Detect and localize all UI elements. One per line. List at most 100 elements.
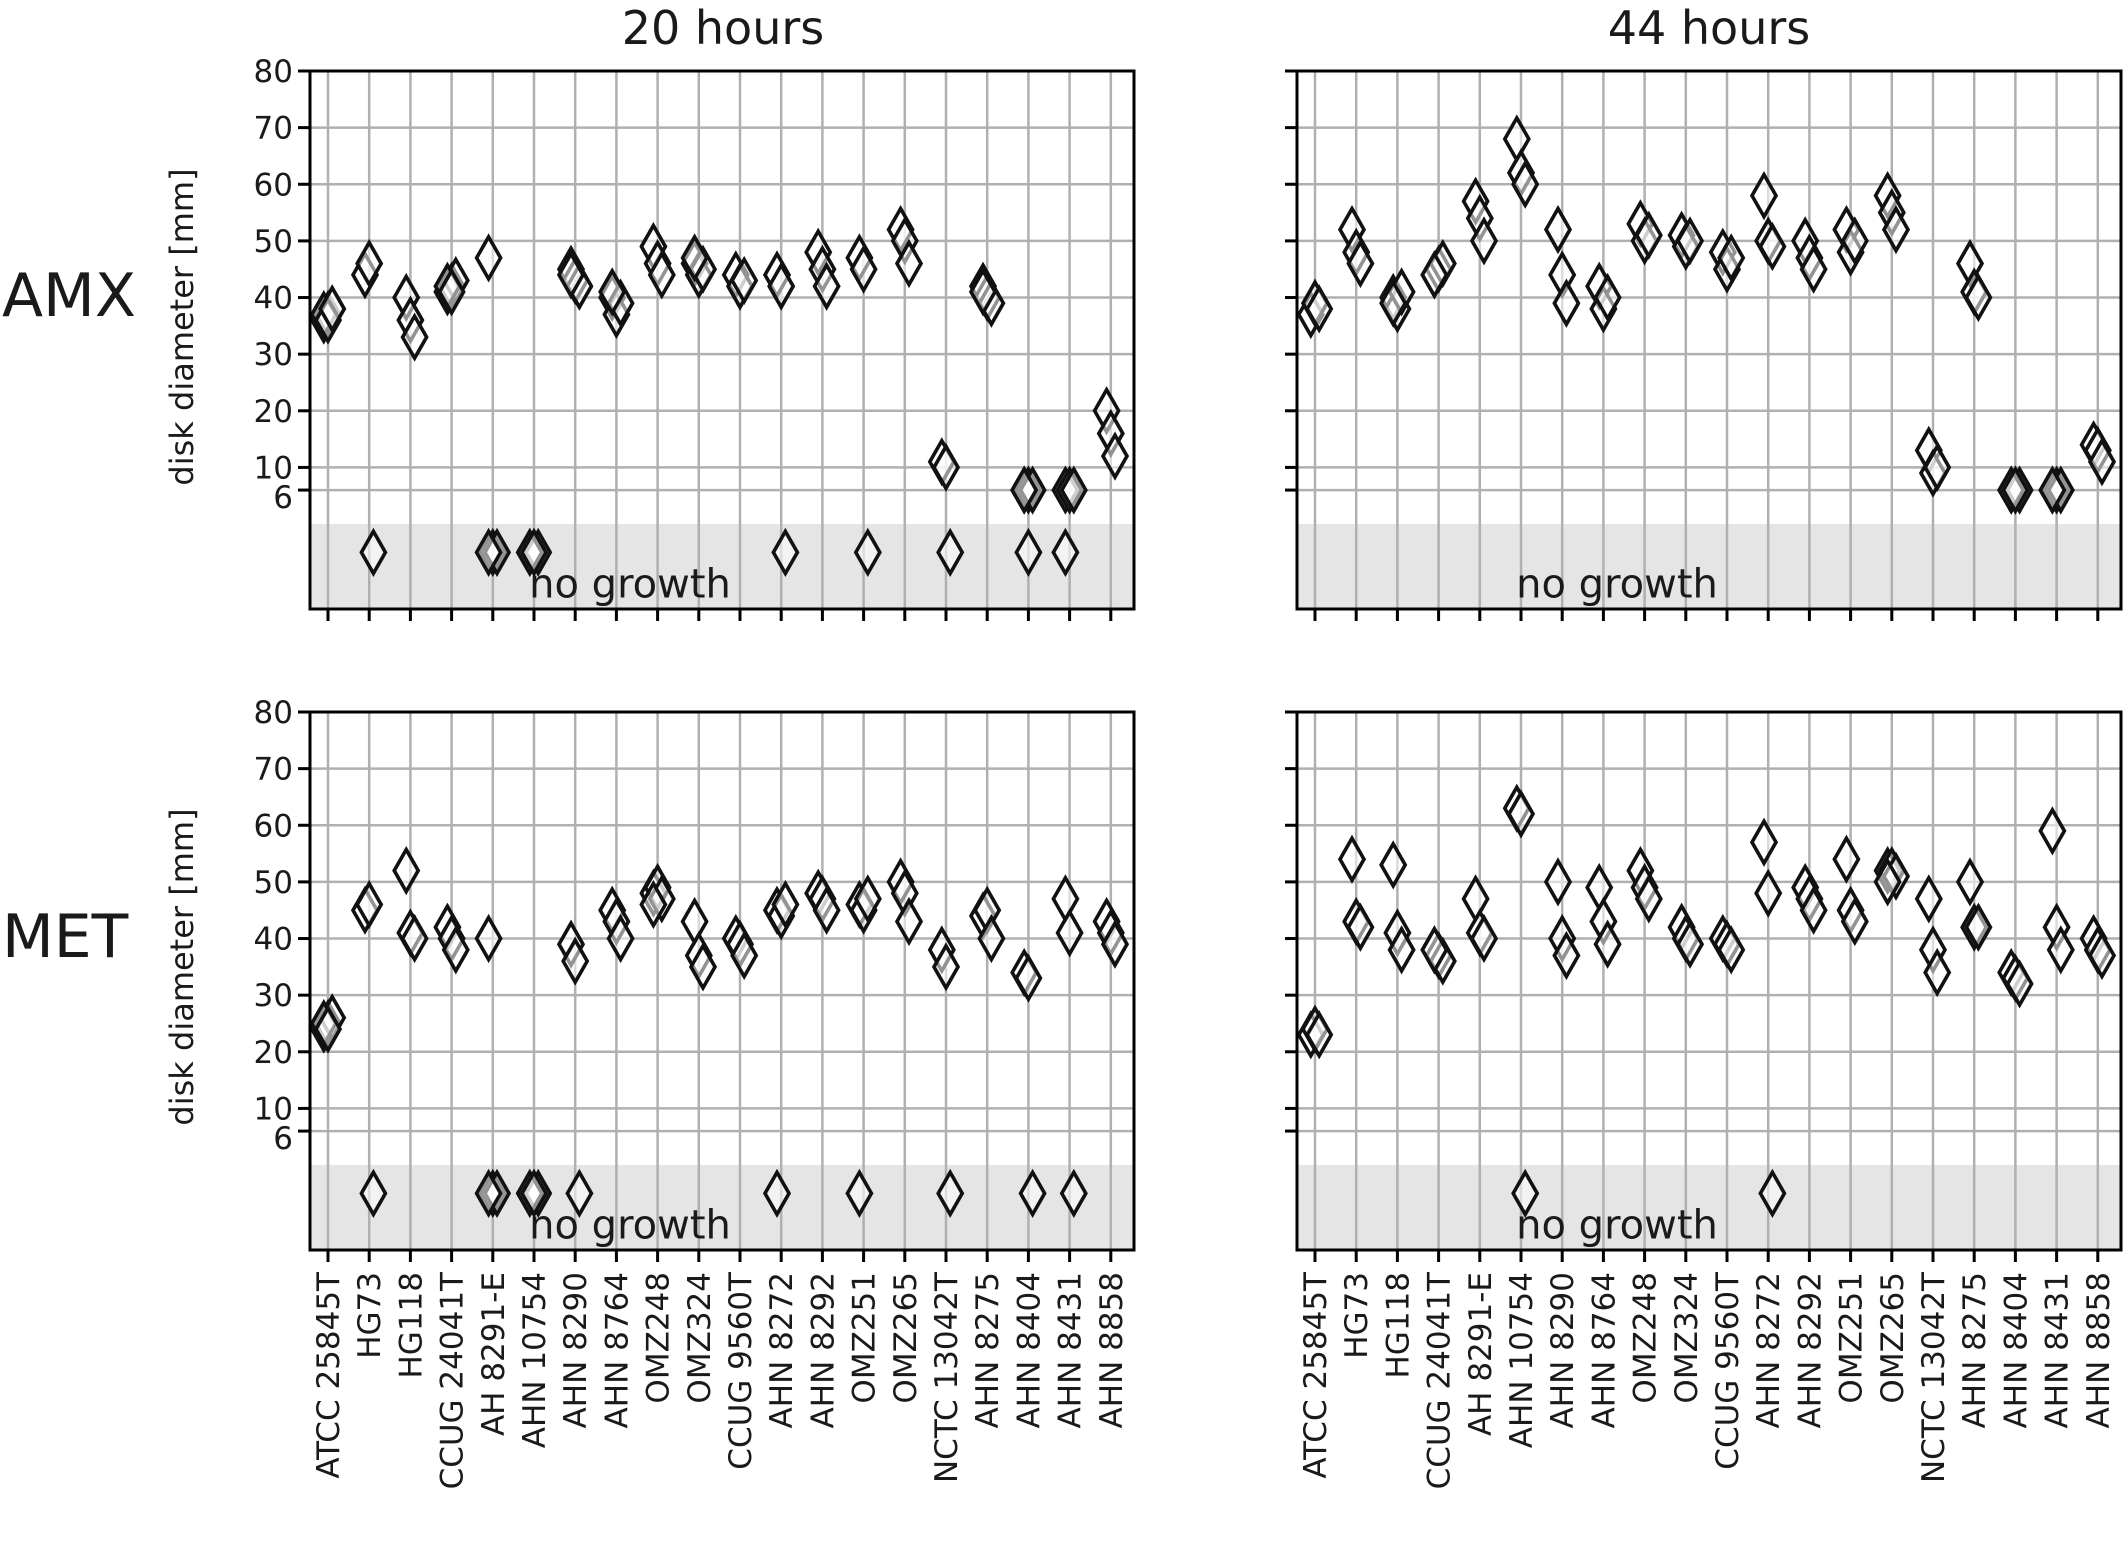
data-point — [1749, 170, 1779, 221]
data-point — [1379, 840, 1408, 890]
data-point — [1461, 874, 1490, 924]
data-point — [474, 233, 503, 283]
row-label-amx: AMX — [2, 261, 136, 331]
y-tick-label: 30 — [254, 978, 293, 1014]
no-growth-label: no growth — [1516, 1203, 1718, 1249]
y-tick-label: 6 — [273, 1121, 293, 1157]
axes-frame — [308, 69, 1136, 611]
data-point — [1346, 902, 1375, 952]
x-tick-label: OMZ248 — [1628, 1272, 1664, 1404]
data-point — [1717, 233, 1746, 283]
x-tick-label: OMZ324 — [1669, 1272, 1705, 1404]
data-point — [1346, 238, 1375, 289]
x-tick-label: AHN 8431 — [1053, 1272, 1089, 1428]
data-point — [1543, 857, 1573, 907]
data-point — [1014, 527, 1043, 577]
x-tick-label: NCTC 13042T — [1916, 1271, 1952, 1483]
data-point — [313, 1004, 343, 1054]
data-point — [1337, 834, 1367, 884]
x-tick-label: AHN 10754 — [517, 1272, 553, 1448]
data-point — [400, 913, 429, 964]
data-point — [849, 244, 878, 294]
data-point — [1914, 874, 1943, 924]
x-tick-label: HG73 — [1339, 1272, 1375, 1359]
no-growth-label: no growth — [529, 1203, 731, 1249]
y-tick-label: 70 — [254, 752, 293, 788]
data-point — [519, 1168, 549, 1218]
data-point — [1881, 204, 1911, 255]
data-point — [812, 261, 841, 311]
data-point — [1552, 930, 1581, 981]
data-point — [519, 527, 549, 577]
x-tick-label: AH 8291-E — [476, 1272, 512, 1436]
data-point — [392, 845, 421, 896]
data-point — [894, 896, 924, 947]
data-point — [1955, 857, 1985, 907]
labels-layer: 20 hours 44 hours AMX MET disk diameter … — [2, 1, 1810, 1126]
no-growth-band — [310, 1165, 1134, 1250]
x-tick-label: AHN 8858 — [2081, 1272, 2117, 1428]
x-tick-label: CCUG 24041T — [435, 1271, 471, 1489]
data-point — [1593, 919, 1622, 969]
data-point — [441, 925, 470, 975]
data-point — [1010, 465, 1039, 515]
axes-frame — [1295, 69, 2123, 611]
x-tick-label: AHN 8404 — [1011, 1272, 1047, 1428]
data-point — [1840, 896, 1869, 947]
x-tick-label: AHN 8290 — [1545, 1272, 1581, 1428]
data-point — [1469, 913, 1499, 964]
data-point — [1502, 114, 1531, 164]
data-point — [1799, 885, 1828, 935]
data-point — [1717, 925, 1746, 975]
data-point — [1873, 857, 1902, 907]
x-tick-label: OMZ251 — [1834, 1272, 1870, 1404]
data-point — [606, 913, 635, 964]
panel-met-20h: no growth 610 20 30 40 50 60 70 80 ATCC 25845T HG7… — [254, 695, 1136, 1489]
x-tick-label: AHN 8292 — [805, 1272, 841, 1428]
no-growth-band — [1297, 1165, 2121, 1250]
y-tick-label: 70 — [254, 111, 293, 147]
data-point — [1511, 159, 1540, 209]
data-point — [1634, 874, 1663, 924]
y-tick-label: 20 — [254, 1035, 293, 1071]
data-point — [1051, 874, 1080, 924]
data-point — [812, 885, 841, 935]
data-point — [845, 1168, 874, 1218]
data-point — [318, 284, 347, 334]
data-point — [1420, 925, 1449, 975]
data-point — [1059, 1168, 1088, 1218]
data-point — [561, 936, 590, 986]
x-tick-label: HG118 — [393, 1272, 429, 1379]
x-tick-label: AHN 8292 — [1792, 1272, 1828, 1428]
data-point — [730, 255, 759, 306]
column-title-44h: 44 hours — [1608, 1, 1811, 55]
data-point — [1758, 221, 1787, 272]
data-point — [1018, 1168, 1047, 1218]
y-tick-label: 10 — [254, 450, 293, 486]
data-point — [1420, 250, 1449, 300]
x-tick-label: AHN 8275 — [970, 1272, 1006, 1428]
no-growth-band — [310, 524, 1134, 609]
x-tick-label: AH 8291-E — [1463, 1272, 1499, 1436]
data-point — [894, 238, 924, 289]
y-tick-label: 40 — [254, 281, 293, 317]
y-tick-label: 60 — [254, 167, 293, 203]
data-point — [1552, 278, 1581, 328]
x-tick-label: ATCC 25845T — [311, 1271, 347, 1479]
data-point — [2001, 465, 2030, 515]
data-point — [2005, 959, 2034, 1009]
data-point — [1634, 210, 1663, 260]
y-tick-label: 50 — [254, 865, 293, 901]
x-tick-label: OMZ265 — [888, 1272, 924, 1404]
data-point — [680, 896, 709, 947]
data-point — [359, 527, 388, 577]
y-tick-label: 40 — [254, 922, 293, 958]
data-point — [968, 267, 998, 317]
panel-amx-20h: no growth 610 20 30 40 50 60 70 80 — [254, 54, 1136, 621]
x-tick-label: CCUG 9560T — [1710, 1271, 1746, 1470]
data-point — [1051, 527, 1080, 577]
data-point — [1923, 442, 1952, 493]
data-point — [1305, 1010, 1334, 1060]
data-point — [1387, 925, 1416, 975]
